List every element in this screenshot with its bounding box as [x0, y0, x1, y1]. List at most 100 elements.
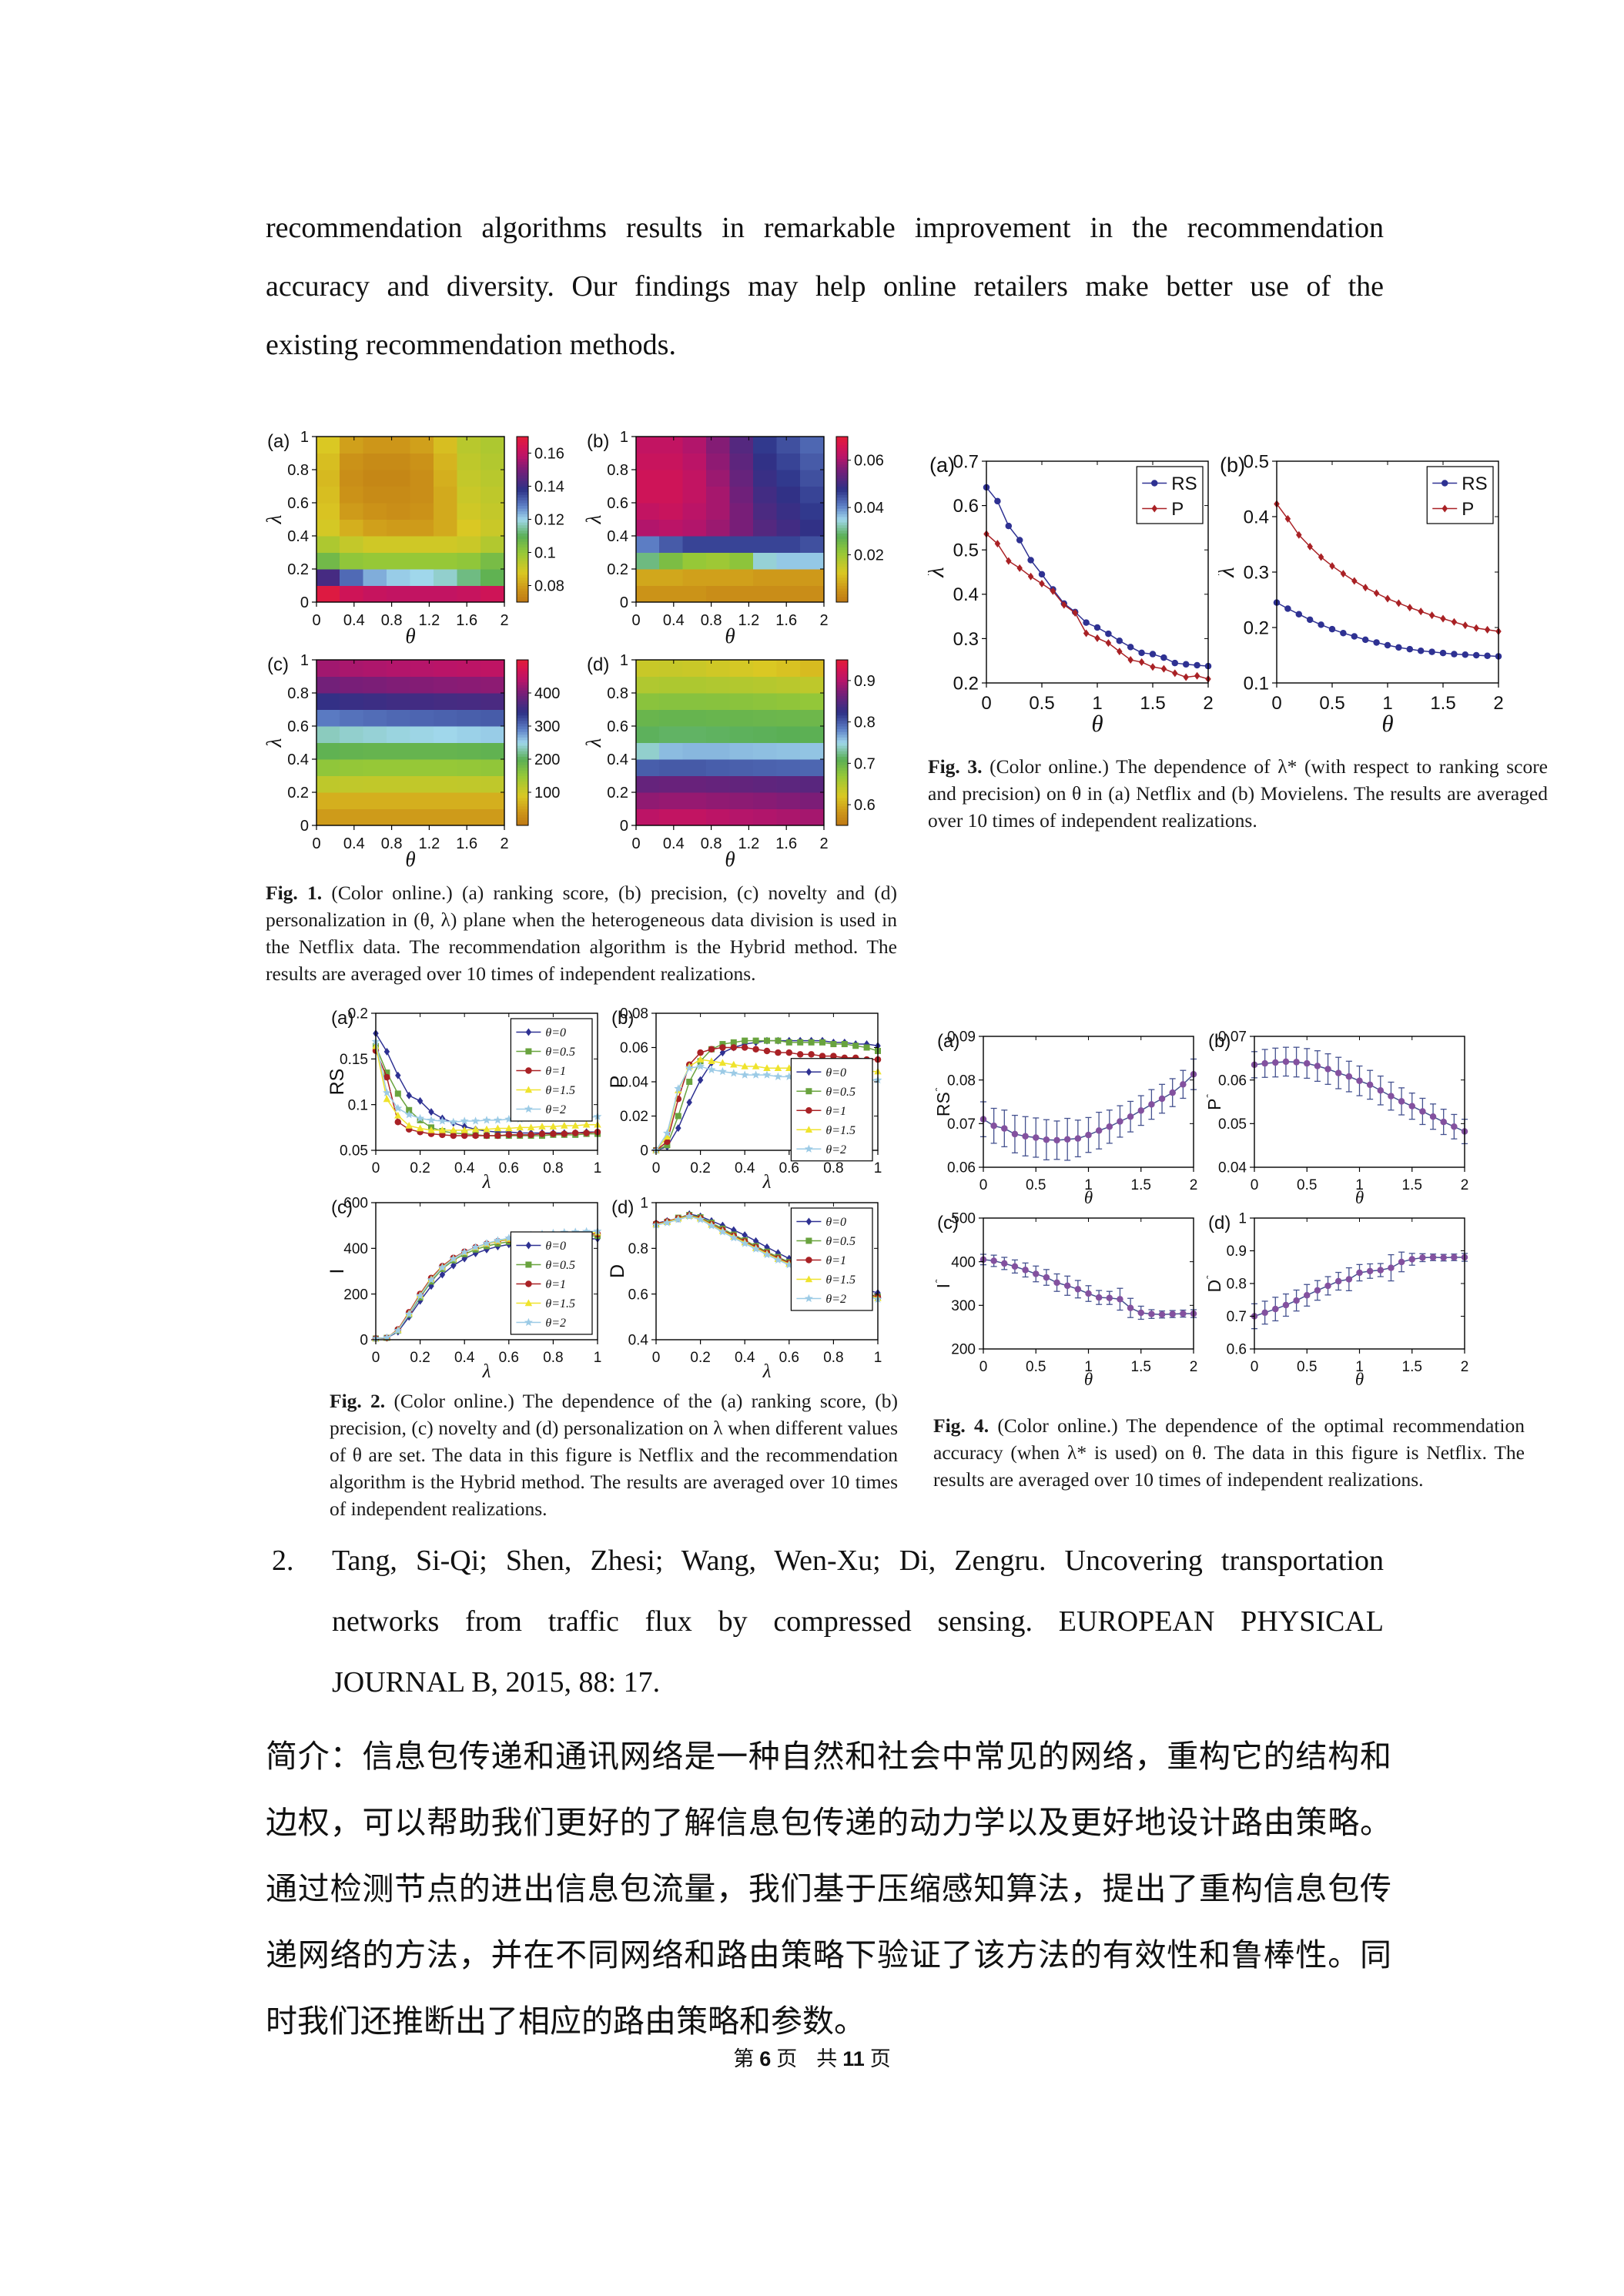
chinese-abstract: 简介：信息包传递和通讯网络是一种自然和社会中常见的网络，重构它的结构和 边权，可… — [266, 1723, 1391, 2054]
svg-text:(a): (a) — [267, 431, 290, 452]
svg-text:1: 1 — [1084, 1177, 1093, 1193]
svg-text:θ=0.5: θ=0.5 — [545, 1259, 575, 1272]
svg-text:2: 2 — [500, 612, 508, 629]
svg-text:0.7: 0.7 — [1227, 1309, 1247, 1325]
svg-text:0.06: 0.06 — [1218, 1073, 1247, 1089]
svg-text:2: 2 — [1493, 693, 1503, 714]
footer-total-pages: 11 — [842, 2047, 865, 2070]
fig2-panel-b-line-chart: 0 0.2 0.4 0.6 0.8 1 0 0.02 0.04 0.06 0.08 λ P (b) θ=0 θ… — [607, 1006, 887, 1193]
reference-line: JOURNAL B, 2015, 88: 17. — [332, 1666, 661, 1699]
svg-text:100: 100 — [534, 785, 560, 802]
svg-text:P*: P* — [1207, 1093, 1224, 1110]
svg-text:θ=2: θ=2 — [545, 1317, 566, 1330]
svg-text:0.7: 0.7 — [854, 755, 876, 772]
fig1-panel-b-heatmap: 0.02 0.04 0.06 0 0.4 0.8 1.2 1.6 2 0 0.2 0.4 0.6 0.8 1… — [582, 427, 901, 648]
fig4-panel-d-errorbar-chart: 00.511.520.60.70.80.91θD*(d) — [1202, 1210, 1474, 1389]
svg-text:0.4: 0.4 — [287, 528, 309, 545]
svg-text:2: 2 — [1190, 1177, 1198, 1193]
svg-text:0: 0 — [300, 594, 309, 611]
svg-text:0.07: 0.07 — [1218, 1029, 1247, 1046]
svg-text:θ=1.5: θ=1.5 — [825, 1124, 856, 1137]
svg-text:2: 2 — [1203, 693, 1213, 714]
svg-text:1: 1 — [874, 1160, 882, 1176]
svg-text:1: 1 — [1355, 1359, 1364, 1375]
svg-text:0.5: 0.5 — [1297, 1177, 1317, 1193]
svg-text:0.4: 0.4 — [1244, 507, 1269, 527]
svg-text:λ: λ — [266, 738, 286, 748]
svg-text:0: 0 — [979, 1177, 988, 1193]
svg-text:0: 0 — [640, 1143, 648, 1160]
svg-text:0.8: 0.8 — [287, 685, 309, 702]
svg-text:0.04: 0.04 — [854, 500, 884, 517]
svg-text:0.04: 0.04 — [1218, 1160, 1247, 1176]
svg-text:200: 200 — [534, 751, 560, 768]
svg-text:0.02: 0.02 — [620, 1109, 648, 1125]
reference-line: networks from traffic flux by compressed… — [332, 1605, 1384, 1638]
fig2-panel-a-line-chart: 0 0.2 0.4 0.6 0.8 1 0.05 0.1 0.15 0.2 λ RS (a) θ=0 θ=0… — [326, 1006, 607, 1193]
svg-text:1: 1 — [1382, 693, 1392, 714]
footer-text: 共 — [816, 2047, 838, 2070]
svg-text:1: 1 — [620, 429, 628, 446]
svg-text:0.05: 0.05 — [340, 1143, 368, 1160]
svg-text:0: 0 — [1271, 693, 1281, 714]
svg-text:θ=1.5: θ=1.5 — [545, 1084, 575, 1097]
svg-text:1.5: 1.5 — [1140, 693, 1165, 714]
svg-text:0.2: 0.2 — [607, 785, 628, 802]
svg-text:P: P — [1462, 499, 1474, 520]
svg-text:θ=0.5: θ=0.5 — [545, 1046, 575, 1059]
svg-text:λ: λ — [482, 1361, 491, 1381]
svg-text:0.2: 0.2 — [410, 1160, 430, 1176]
svg-text:0.2: 0.2 — [348, 1006, 368, 1022]
chinese-line: 边权，可以帮助我们更好的了解信息包传递的动力学以及更好地设计路由策略。 — [266, 1805, 1391, 1840]
svg-text:0.1: 0.1 — [534, 545, 556, 562]
svg-text:1: 1 — [300, 429, 309, 446]
svg-text:0.4: 0.4 — [454, 1350, 475, 1366]
svg-text:500: 500 — [951, 1211, 976, 1227]
svg-text:θ: θ — [1355, 1370, 1364, 1389]
svg-text:0: 0 — [631, 612, 640, 629]
svg-text:0.4: 0.4 — [343, 835, 365, 852]
fig4-panel-b-errorbar-chart: 0 0.5 1 1.5 2 0.04 0.05 0.06 0.07 θ P* (b) — [1202, 1029, 1474, 1207]
fig2-caption-label: Fig. 2. — [330, 1390, 386, 1412]
svg-text:0: 0 — [1251, 1359, 1259, 1375]
svg-text:2: 2 — [500, 835, 508, 852]
svg-text:0.4: 0.4 — [735, 1350, 755, 1366]
svg-text:0.5: 0.5 — [1244, 451, 1269, 472]
intro-paragraph: recommendation algorithms results in rem… — [266, 199, 1384, 374]
svg-text:0.2: 0.2 — [690, 1160, 710, 1176]
svg-text:λ: λ — [585, 514, 605, 524]
svg-text:D: D — [610, 1264, 628, 1278]
svg-text:300: 300 — [534, 718, 560, 735]
svg-text:0.8: 0.8 — [287, 462, 309, 479]
svg-text:0.2: 0.2 — [607, 561, 628, 578]
svg-text:0: 0 — [652, 1160, 661, 1176]
svg-text:θ=1: θ=1 — [825, 1254, 846, 1267]
svg-text:(c): (c) — [937, 1213, 959, 1233]
svg-text:θ: θ — [725, 848, 735, 870]
svg-text:0.4: 0.4 — [607, 528, 628, 545]
svg-text:0: 0 — [979, 1359, 988, 1375]
svg-text:0.4: 0.4 — [663, 612, 685, 629]
svg-text:0.8: 0.8 — [823, 1160, 843, 1176]
svg-text:0.2: 0.2 — [1244, 618, 1269, 638]
svg-text:0.06: 0.06 — [620, 1040, 648, 1056]
svg-text:0.4: 0.4 — [628, 1333, 649, 1349]
svg-text:2: 2 — [819, 612, 828, 629]
svg-text:1: 1 — [594, 1350, 602, 1366]
svg-text:(d): (d) — [587, 654, 609, 675]
reference-number: 2. — [272, 1545, 294, 1577]
svg-text:400: 400 — [343, 1241, 368, 1257]
svg-text:0.4: 0.4 — [735, 1160, 755, 1176]
svg-text:0.8: 0.8 — [607, 462, 628, 479]
svg-text:0: 0 — [312, 612, 320, 629]
svg-text:0.8: 0.8 — [543, 1350, 563, 1366]
svg-text:0.14: 0.14 — [534, 479, 564, 496]
svg-text:θ: θ — [725, 624, 735, 647]
paragraph-line: existing recommendation methods. — [266, 329, 676, 361]
svg-text:I: I — [330, 1269, 348, 1274]
svg-text:θ: θ — [405, 624, 415, 647]
svg-text:0.6: 0.6 — [287, 718, 309, 735]
svg-text:θ: θ — [1091, 710, 1103, 735]
svg-text:0.9: 0.9 — [1227, 1243, 1247, 1260]
